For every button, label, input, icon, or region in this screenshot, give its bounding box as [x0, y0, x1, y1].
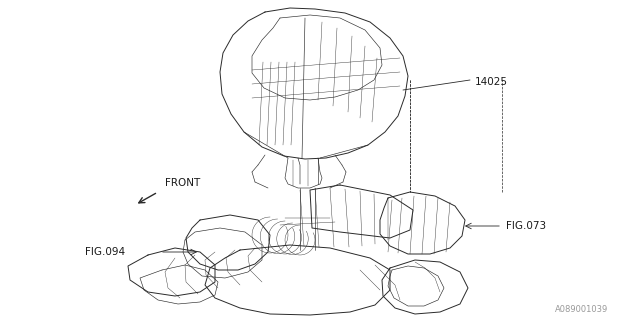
Text: FIG.073: FIG.073: [506, 221, 546, 231]
Text: A089001039: A089001039: [555, 305, 608, 314]
Text: FRONT: FRONT: [165, 178, 200, 188]
Text: FIG.094: FIG.094: [85, 247, 125, 257]
Text: 14025: 14025: [475, 77, 508, 87]
